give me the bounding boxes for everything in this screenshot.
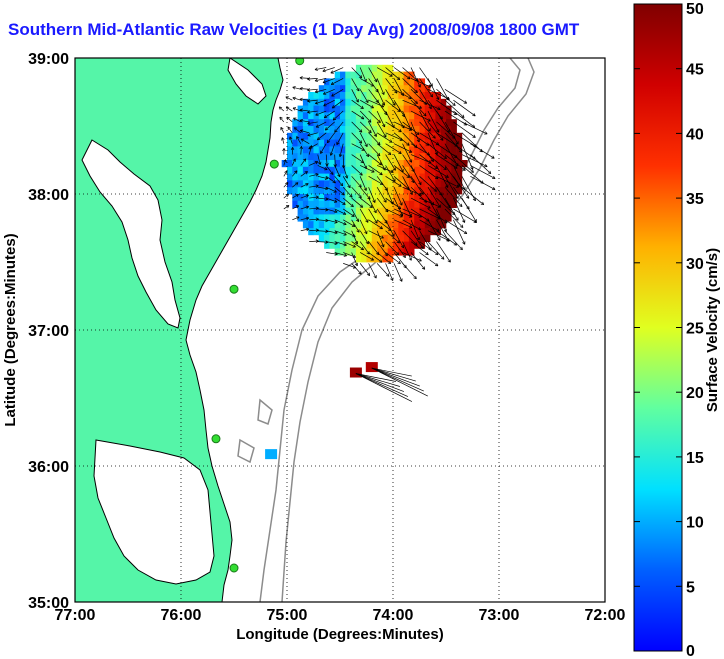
radar-station <box>229 563 239 573</box>
x-tick-label: 75:00 <box>267 607 308 624</box>
velocity-arrows <box>278 67 496 402</box>
radar-station <box>269 159 279 169</box>
y-tick-label: 39:00 <box>28 51 69 68</box>
colorbar-tick-label: 35 <box>686 191 704 208</box>
colorbar-tick-label: 25 <box>686 321 704 338</box>
colorbar-tick-label: 45 <box>686 62 704 79</box>
x-axis-label: Longitude (Degrees:Minutes) <box>236 626 444 643</box>
grid-lines <box>75 58 605 602</box>
hf-radar-stations <box>211 58 305 573</box>
bathymetry-contour-3 <box>237 398 273 464</box>
y-tick-label: 37:00 <box>28 323 69 340</box>
colorbar-tick-label: 50 <box>686 1 704 18</box>
y-tick-label: 38:00 <box>28 187 69 204</box>
bathymetry-contour-1 <box>259 58 521 602</box>
colorbar-tick-label: 15 <box>686 450 704 467</box>
velocity-patch <box>365 362 378 373</box>
radar-station <box>295 58 305 66</box>
colorbar <box>633 3 683 652</box>
y-tick-label: 35:00 <box>28 595 69 612</box>
y-tick-label: 36:00 <box>28 459 69 476</box>
y-tick-labels: 35:00 36:00 37:00 38:00 39:00 <box>28 51 69 612</box>
x-tick-label: 74:00 <box>373 607 414 624</box>
colorbar-ticks: 0 5 10 15 20 25 30 35 40 45 50 <box>634 1 704 659</box>
colorbar-label: Surface Velocity (cm/s) <box>704 248 721 412</box>
x-tick-label: 76:00 <box>161 607 202 624</box>
colorbar-tick-label: 30 <box>686 256 704 273</box>
chesapeake-bay <box>81 139 181 329</box>
velocity-patch <box>265 449 278 460</box>
velocity-patch <box>349 367 362 378</box>
x-tick-label: 77:00 <box>55 607 96 624</box>
y-axis-label: Latitude (Degrees:Minutes) <box>2 233 19 426</box>
radar-station <box>229 284 239 294</box>
delaware-bay <box>227 58 267 105</box>
colorbar-tick-label: 5 <box>686 579 695 596</box>
colorbar-tick-label: 10 <box>686 515 704 532</box>
chart-title: Southern Mid-Atlantic Raw Velocities (1 … <box>8 20 580 39</box>
x-tick-label: 72:00 <box>585 607 626 624</box>
colorbar-tick-label: 40 <box>686 126 704 143</box>
pamlico-sound <box>93 439 215 585</box>
x-tick-labels: 77:00 76:00 75:00 74:00 73:00 72:00 <box>55 607 626 624</box>
x-tick-label: 73:00 <box>479 607 520 624</box>
colorbar-tick-label: 0 <box>686 643 695 659</box>
plot-frame <box>74 57 606 603</box>
radar-station <box>211 434 221 444</box>
colorbar-tick-label: 20 <box>686 385 704 402</box>
